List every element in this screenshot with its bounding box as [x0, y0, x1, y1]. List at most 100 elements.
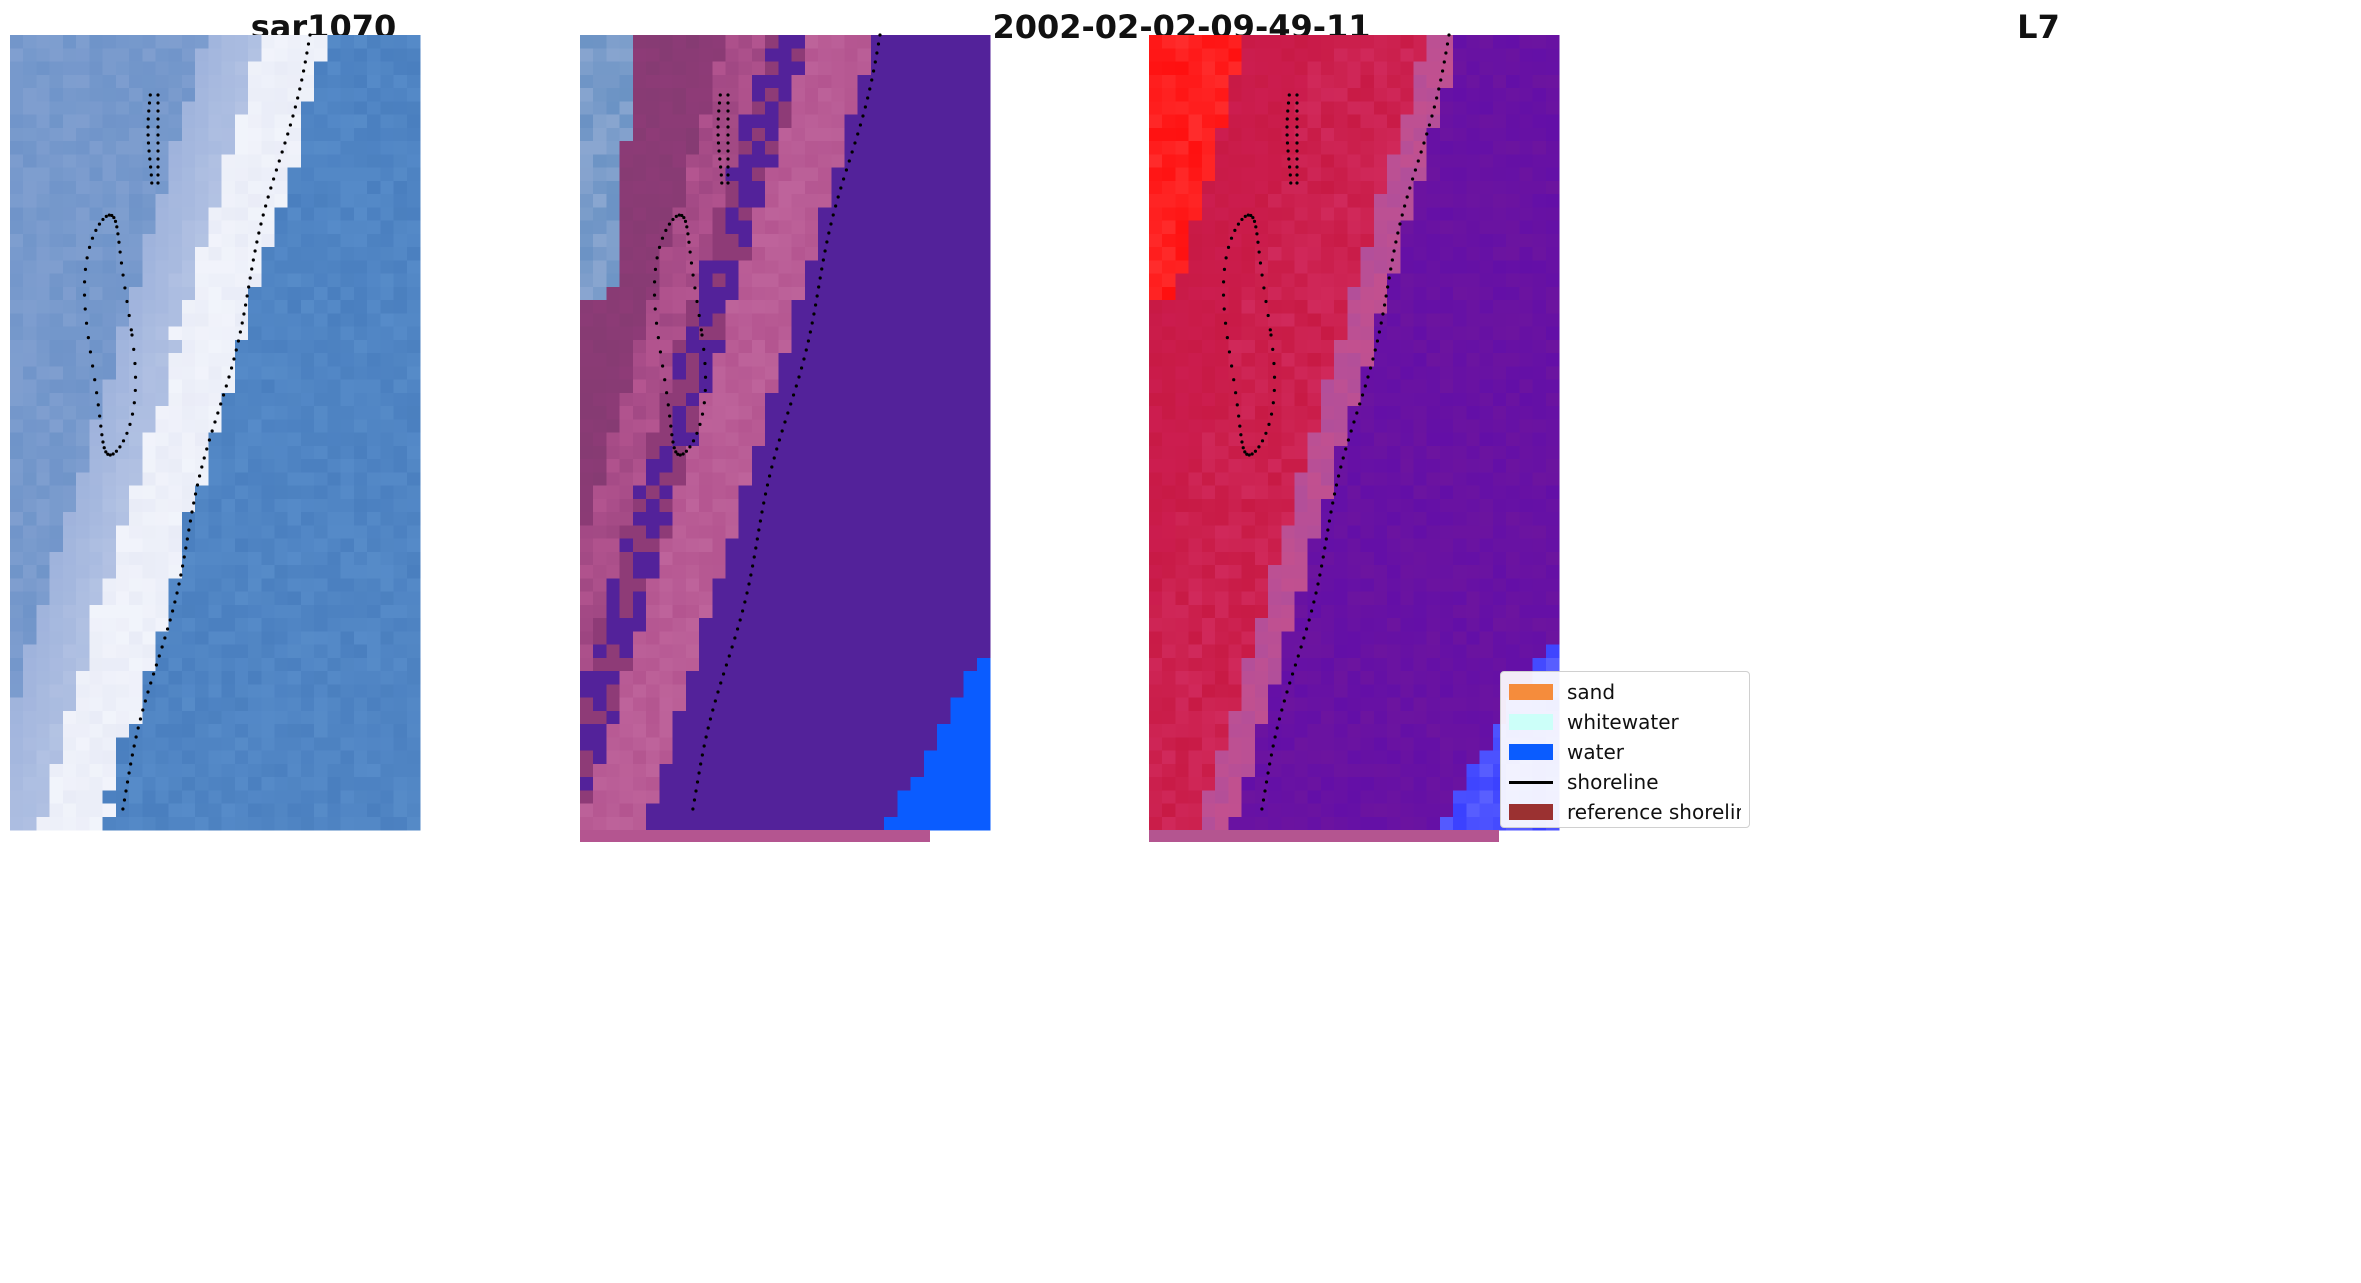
pixel	[23, 644, 37, 659]
pixel	[1268, 88, 1282, 102]
pixel	[1479, 286, 1494, 301]
pixel	[393, 194, 408, 208]
pixel	[380, 631, 395, 645]
pixel	[1188, 207, 1203, 221]
pixel	[1453, 273, 1467, 288]
pixel	[1532, 326, 1547, 341]
pixel	[1307, 167, 1322, 182]
pixel	[1215, 141, 1229, 155]
pixel	[261, 472, 276, 486]
pixel	[36, 167, 51, 182]
pixel	[261, 180, 276, 195]
pixel	[234, 485, 249, 500]
pixel	[1162, 194, 1176, 208]
pixel	[248, 74, 262, 89]
pixel	[89, 631, 104, 645]
pixel	[1453, 300, 1467, 314]
pixel	[221, 538, 236, 553]
pixel	[274, 353, 289, 367]
pixel	[1347, 127, 1362, 142]
pixel	[23, 154, 37, 168]
pixel	[1373, 392, 1388, 407]
pixel	[300, 114, 315, 129]
pixel	[1254, 419, 1269, 433]
pixel	[1532, 339, 1547, 354]
pixel	[1426, 260, 1441, 274]
pixel	[1175, 339, 1190, 354]
pixel	[287, 459, 302, 473]
pixel	[367, 538, 381, 553]
pixel	[1254, 48, 1269, 62]
pixel	[1241, 180, 1256, 195]
pixel	[1506, 260, 1520, 274]
pixel	[1373, 220, 1388, 235]
pixel	[1347, 313, 1362, 327]
pixel	[1492, 353, 1507, 367]
pixel	[1492, 180, 1507, 195]
pixel	[300, 167, 315, 182]
pixel	[1506, 419, 1520, 433]
pixel	[274, 618, 289, 632]
pixel	[195, 366, 209, 380]
pixel	[142, 379, 156, 394]
pixel	[1254, 35, 1269, 49]
pixel	[1201, 207, 1216, 221]
pixel	[1373, 326, 1388, 341]
pixel	[49, 207, 64, 221]
pixel	[1294, 392, 1309, 407]
pixel	[380, 565, 395, 579]
pixel	[300, 273, 315, 288]
pixel	[406, 180, 421, 195]
pixel	[327, 180, 342, 195]
pixel	[1281, 326, 1295, 341]
pixel	[367, 565, 381, 579]
pixel	[129, 313, 143, 327]
pixel	[1492, 233, 1507, 248]
pixel	[1320, 273, 1335, 288]
pixel	[1215, 35, 1229, 49]
pixel	[129, 525, 143, 539]
pixel	[1307, 74, 1322, 89]
pixel	[1175, 313, 1190, 327]
pixel	[129, 406, 143, 420]
pixel	[208, 300, 223, 314]
pixel	[287, 233, 302, 248]
pixel	[142, 273, 156, 288]
pixel	[340, 538, 355, 553]
pixel	[168, 618, 183, 632]
pixel	[10, 392, 24, 407]
pixel	[10, 61, 24, 76]
pixel	[76, 101, 90, 115]
pixel	[1162, 101, 1176, 115]
pixel	[23, 631, 37, 645]
pixel	[406, 512, 421, 526]
pixel	[102, 260, 117, 274]
pixel	[234, 48, 249, 62]
pixel	[1400, 406, 1415, 420]
pixel	[1268, 167, 1282, 182]
pixel	[287, 247, 302, 261]
pixel	[62, 180, 77, 195]
pixel	[393, 565, 408, 579]
pixel	[1241, 141, 1256, 155]
pixel	[287, 419, 302, 433]
pixel	[314, 578, 328, 592]
pixel	[1413, 194, 1428, 208]
pixel	[1320, 326, 1335, 341]
pixel	[115, 591, 130, 606]
pixel	[261, 61, 276, 76]
pixel	[1254, 392, 1269, 407]
pixel	[181, 406, 196, 420]
pixel	[10, 141, 24, 155]
pixel	[1492, 366, 1507, 380]
pixel	[76, 485, 90, 500]
pixel	[168, 207, 183, 221]
pixel	[406, 207, 421, 221]
pixel	[248, 618, 262, 632]
pixel	[1149, 141, 1163, 155]
pixel	[1426, 273, 1441, 288]
pixel	[1479, 167, 1494, 182]
pixel	[274, 339, 289, 354]
pixel	[248, 286, 262, 301]
pixel	[380, 207, 395, 221]
